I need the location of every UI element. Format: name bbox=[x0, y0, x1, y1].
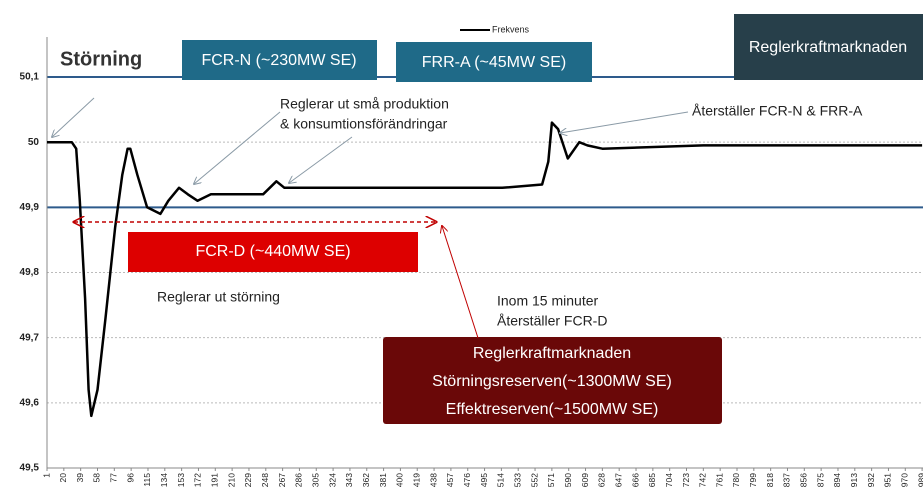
y-tick-label: 50 bbox=[28, 137, 40, 148]
x-tick-label: 913 bbox=[849, 473, 859, 487]
plot-area: 49,5 49,6 49,7 49,8 49,9 50 50,1 1 20 39 58 77 96 115… bbox=[20, 24, 923, 487]
x-tick-label: 894 bbox=[832, 473, 842, 487]
x-tick-label: 58 bbox=[92, 473, 102, 483]
box bbox=[182, 40, 377, 80]
annotation: Störning bbox=[60, 48, 142, 70]
x-tick-label: 20 bbox=[58, 473, 68, 483]
x-tick-label: 514 bbox=[496, 473, 506, 487]
x-tick-label: 970 bbox=[900, 473, 910, 487]
annotation: FCR-D (~440MW SE) bbox=[195, 243, 350, 260]
x-tick-label: 39 bbox=[75, 473, 85, 483]
x-tick-label: 324 bbox=[327, 473, 337, 487]
line bbox=[47, 121, 923, 418]
x-tick-label: 609 bbox=[580, 473, 590, 487]
x-tick-label: 552 bbox=[529, 473, 539, 487]
x-tick-label: 761 bbox=[714, 473, 724, 487]
annotation: Reglerkraftmarknaden bbox=[473, 345, 631, 362]
x-tick-label: 305 bbox=[311, 473, 321, 487]
x-tick-label: 134 bbox=[159, 473, 169, 487]
arrow bbox=[560, 111, 689, 133]
x-tick-label: 96 bbox=[125, 473, 135, 483]
x-tick-label: 495 bbox=[479, 473, 489, 487]
x-tick-label: 476 bbox=[462, 473, 472, 487]
x-tick-label: 932 bbox=[866, 473, 876, 487]
y-tick-label: 49,7 bbox=[20, 332, 40, 343]
x-tick-label: 172 bbox=[193, 473, 203, 487]
x-tick-label: 818 bbox=[765, 473, 775, 487]
arrow bbox=[52, 97, 95, 137]
legend-label: Frekvens bbox=[492, 24, 530, 34]
x-tick-label: 799 bbox=[748, 473, 758, 487]
annotation-shapes bbox=[52, 14, 923, 424]
x-tick-label: 343 bbox=[344, 473, 354, 487]
arrow bbox=[289, 136, 353, 183]
x-tick-label: 191 bbox=[210, 473, 220, 487]
x-tick-label: 742 bbox=[698, 473, 708, 487]
annotation: Störningsreserven(~1300MW SE) bbox=[432, 373, 672, 390]
x-tick-label: 628 bbox=[597, 473, 607, 487]
y-tick-label: 50,1 bbox=[20, 72, 40, 83]
x-tick-label: 438 bbox=[428, 473, 438, 487]
box bbox=[383, 337, 722, 424]
x-tick-label: 571 bbox=[546, 473, 556, 487]
annotations: Störning FCR-N (~230MW SE) FRR-A (~45MW SE… bbox=[60, 39, 907, 418]
x-tick-label: 723 bbox=[681, 473, 691, 487]
x-tick-label: 153 bbox=[176, 473, 186, 487]
x-tick-label: 837 bbox=[782, 473, 792, 487]
x-tick-label: 666 bbox=[630, 473, 640, 487]
x-tick-label: 115 bbox=[142, 473, 152, 487]
annotation: Reglerar ut små produktion bbox=[280, 96, 449, 112]
x-tick-label: 267 bbox=[277, 473, 287, 487]
annotation: Inom 15 minuter bbox=[497, 293, 598, 309]
annotation: Återställer FCR-D bbox=[497, 313, 607, 329]
x-tick-label: 77 bbox=[109, 473, 119, 483]
box bbox=[734, 14, 923, 80]
x-tick-label: 533 bbox=[512, 473, 522, 487]
x-tick-label: 989 bbox=[916, 473, 923, 487]
arrow bbox=[442, 226, 479, 339]
annotation: Reglerar ut störning bbox=[157, 289, 280, 305]
y-tick-label: 49,9 bbox=[20, 202, 40, 213]
x-tick-label: 1 bbox=[41, 473, 51, 478]
x-tick-label: 248 bbox=[260, 473, 270, 487]
x-tick-label: 685 bbox=[647, 473, 657, 487]
annotation: FCR-N (~230MW SE) bbox=[201, 52, 356, 69]
x-tick-label: 647 bbox=[613, 473, 623, 487]
box bbox=[128, 232, 418, 272]
x-tick-label: 400 bbox=[395, 473, 405, 487]
x-tick-label: 856 bbox=[799, 473, 809, 487]
annotation: Reglerkraftmarknaden bbox=[749, 39, 907, 56]
x-tick-label: 419 bbox=[411, 473, 421, 487]
arrow bbox=[194, 111, 281, 184]
x-tick-label: 210 bbox=[226, 473, 236, 487]
y-tick-label: 49,8 bbox=[20, 267, 40, 278]
x-tick-label: 286 bbox=[294, 473, 304, 487]
annotation: Återställer FCR-N & FRR-A bbox=[692, 103, 863, 119]
annotation: FRR-A (~45MW SE) bbox=[422, 54, 566, 71]
y-tick-label: 49,6 bbox=[20, 397, 40, 408]
box bbox=[396, 42, 592, 82]
annotation: Effektreserven(~1500MW SE) bbox=[446, 401, 659, 418]
x-tick-label: 951 bbox=[883, 473, 893, 487]
x-tick-label: 704 bbox=[664, 473, 674, 487]
x-tick-label: 590 bbox=[563, 473, 573, 487]
x-tick-label: 457 bbox=[445, 473, 455, 487]
x-tick-label: 381 bbox=[378, 473, 388, 487]
annotation: & konsumtionsförändringar bbox=[280, 116, 448, 132]
x-tick-label: 875 bbox=[815, 473, 825, 487]
y-tick-label: 49,5 bbox=[20, 463, 40, 474]
x-tick-label: 362 bbox=[361, 473, 371, 487]
x-tick-label: 229 bbox=[243, 473, 253, 487]
x-tick-label: 780 bbox=[731, 473, 741, 487]
